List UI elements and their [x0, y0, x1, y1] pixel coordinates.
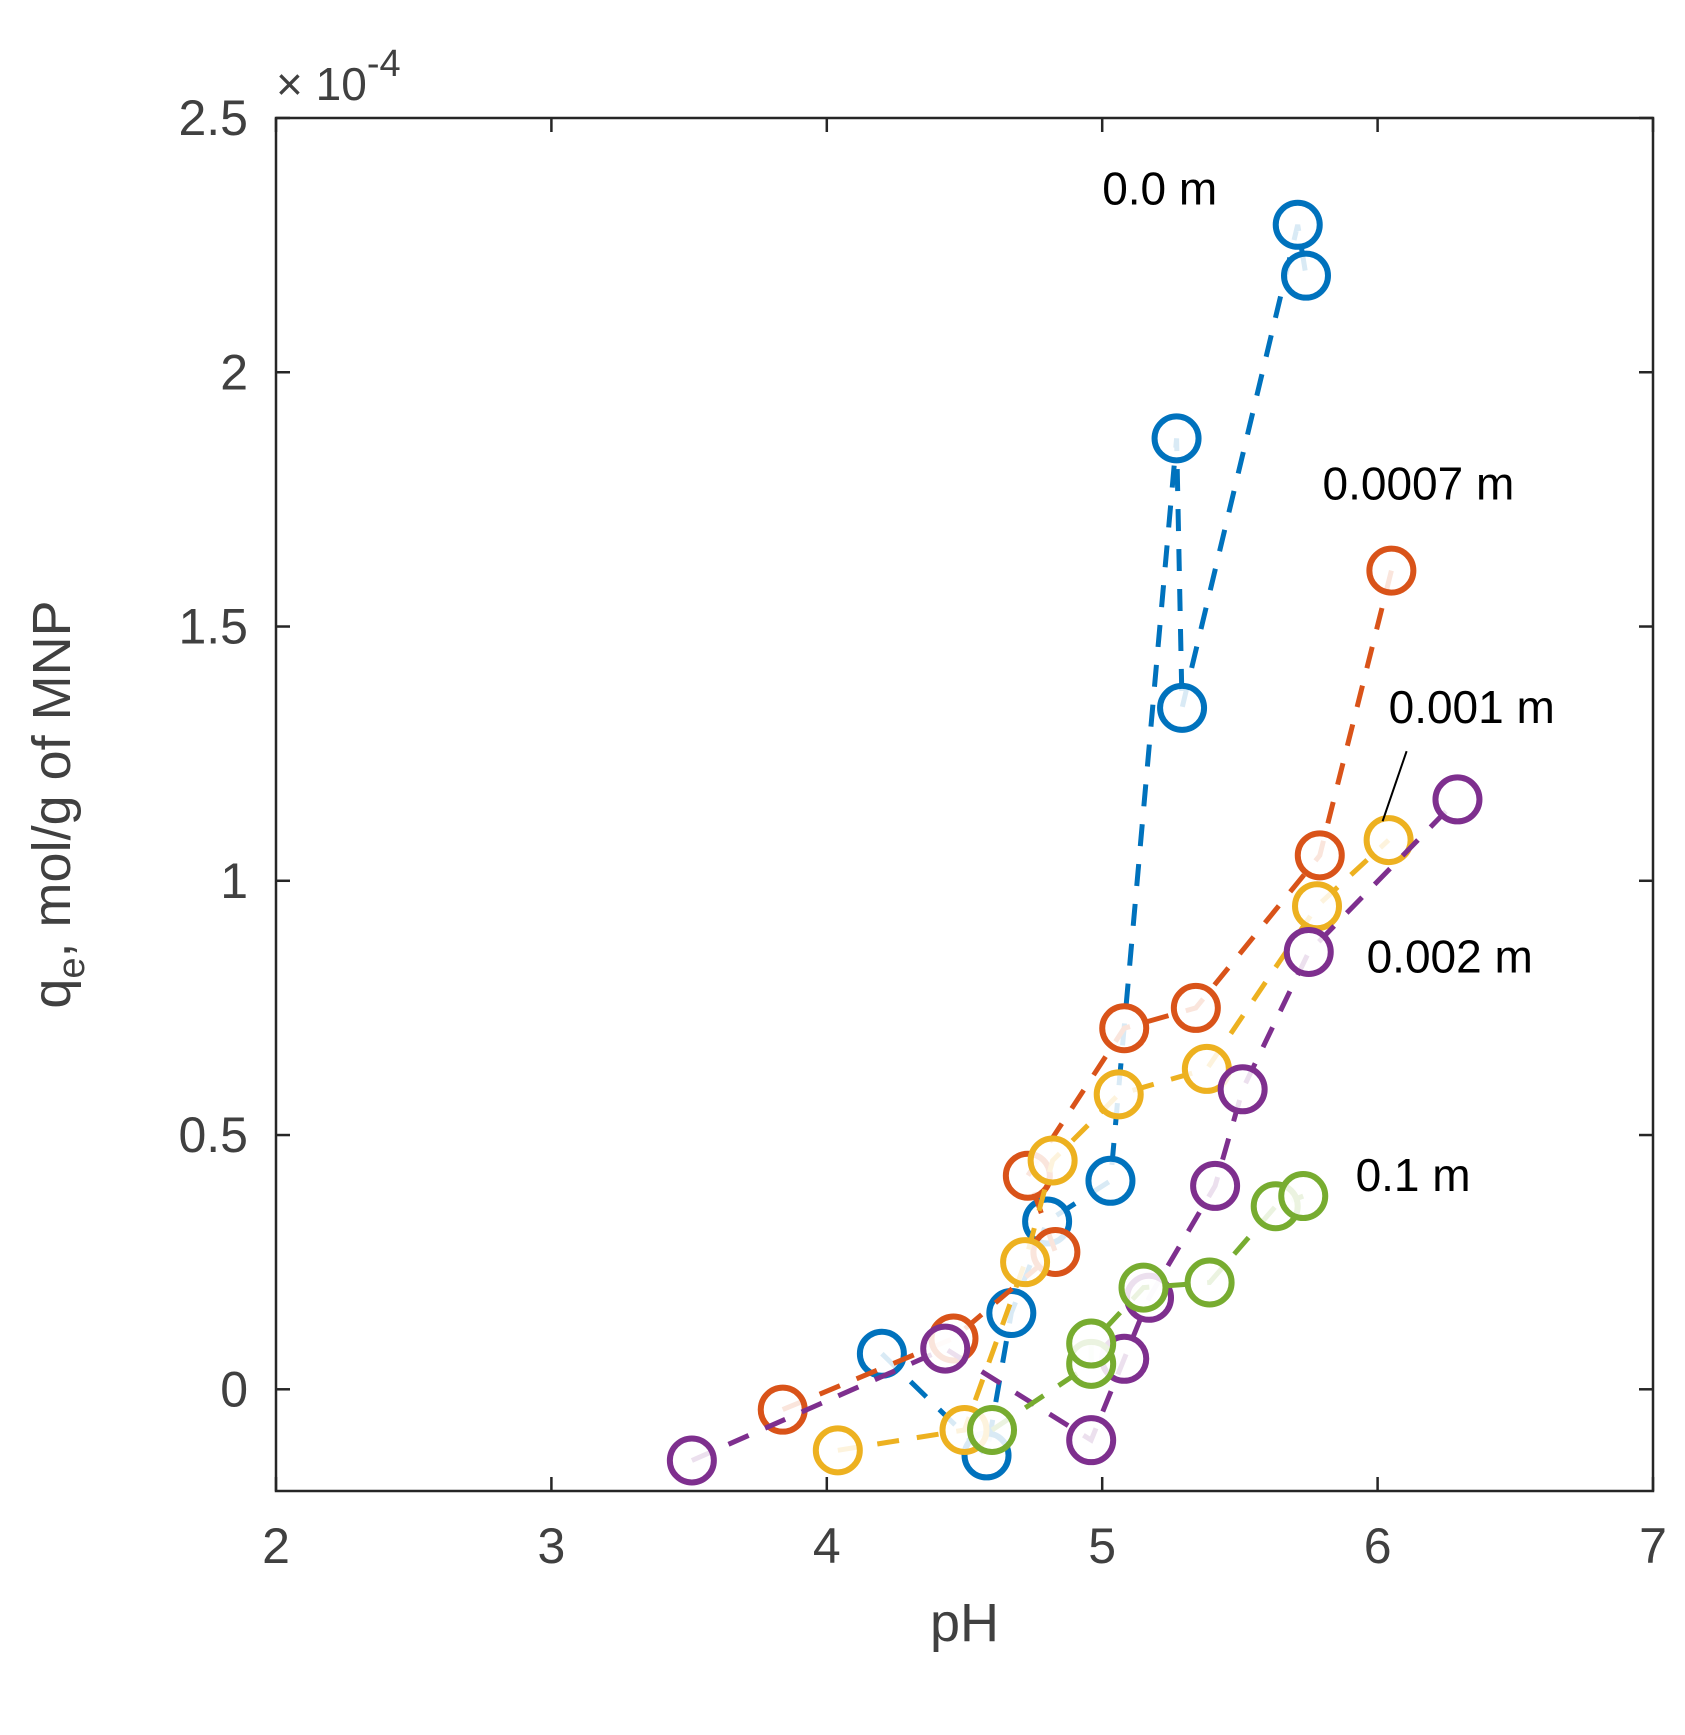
data-point — [1366, 545, 1417, 596]
data-point — [1280, 250, 1331, 301]
data-point — [1272, 199, 1323, 250]
data-point — [1085, 1155, 1136, 1206]
annotation-leader-line — [1381, 750, 1408, 822]
y-tick-label: 2 — [220, 344, 248, 400]
y-scale-prefix: × 10 — [276, 58, 367, 110]
data-point — [1066, 1415, 1117, 1466]
y-axis-label-main: q — [22, 979, 82, 1009]
data-point — [1184, 1257, 1235, 1308]
y-axis-label-rest: , mol/g of MNP — [22, 600, 82, 957]
series-0-1-m — [967, 1171, 1329, 1455]
plot-area — [274, 116, 1655, 1493]
data-point — [1294, 830, 1345, 881]
y-tick-label: 2.5 — [178, 90, 248, 146]
axis-ticks — [274, 116, 1655, 1491]
data-point — [1151, 413, 1202, 464]
data-point — [812, 1425, 863, 1476]
y-axis-label-subscript: e — [51, 957, 93, 978]
data-point — [1157, 682, 1208, 733]
data-point — [986, 1288, 1037, 1339]
data-point — [1000, 1237, 1051, 1288]
x-tick-label: 2 — [262, 1518, 290, 1574]
x-tick-label: 3 — [537, 1518, 565, 1574]
annotation-label: 0.0 m — [1102, 162, 1217, 214]
data-point — [1099, 1003, 1150, 1054]
x-tick-label: 7 — [1639, 1518, 1667, 1574]
data-point — [1170, 982, 1221, 1033]
data-point — [967, 1404, 1018, 1455]
y-tick-label: 1 — [220, 853, 248, 909]
data-point — [1190, 1160, 1241, 1211]
y-scale-exponent: -4 — [367, 43, 401, 85]
x-axis-label: pH — [930, 1593, 999, 1653]
series-0-0-m — [856, 199, 1331, 1481]
data-point — [1278, 1171, 1329, 1222]
data-point — [1118, 1262, 1169, 1313]
data-point — [1363, 815, 1414, 866]
data-point — [1093, 1069, 1144, 1120]
data-point — [1027, 1135, 1078, 1186]
y-axis-label: qe, mol/g of MNP — [22, 600, 93, 1008]
y-scale-multiplier: × 10-4 — [276, 43, 401, 110]
annotation-layer: 0.0 m 0.0007 m 0.001 m 0.002 m 0.1 m — [1102, 162, 1555, 1201]
series-layer — [666, 199, 1483, 1486]
x-tick-label: 6 — [1364, 1518, 1392, 1574]
x-tick-label: 5 — [1088, 1518, 1116, 1574]
series-line — [880, 224, 1309, 1461]
data-point — [920, 1323, 971, 1374]
data-point — [856, 1328, 907, 1379]
data-point — [1292, 881, 1343, 932]
data-point — [1217, 1064, 1268, 1115]
data-point — [1283, 926, 1334, 977]
data-point — [666, 1435, 717, 1486]
x-tick-label: 4 — [813, 1518, 841, 1574]
annotation-label: 0.1 m — [1356, 1149, 1471, 1201]
y-tick-label: 1.5 — [178, 599, 248, 655]
data-point — [1432, 774, 1483, 825]
y-tick-label: 0 — [220, 1361, 248, 1417]
annotation-label: 0.0007 m — [1323, 457, 1515, 509]
x-tick-labels: 2 3 4 5 6 7 — [262, 1518, 1667, 1574]
y-tick-labels: 0 0.5 1 1.5 2 2.5 — [178, 90, 248, 1417]
annotation-label: 0.001 m — [1389, 681, 1555, 733]
data-point — [1066, 1318, 1117, 1369]
annotation-label: 0.002 m — [1367, 930, 1533, 982]
y-tick-label: 0.5 — [178, 1107, 248, 1163]
